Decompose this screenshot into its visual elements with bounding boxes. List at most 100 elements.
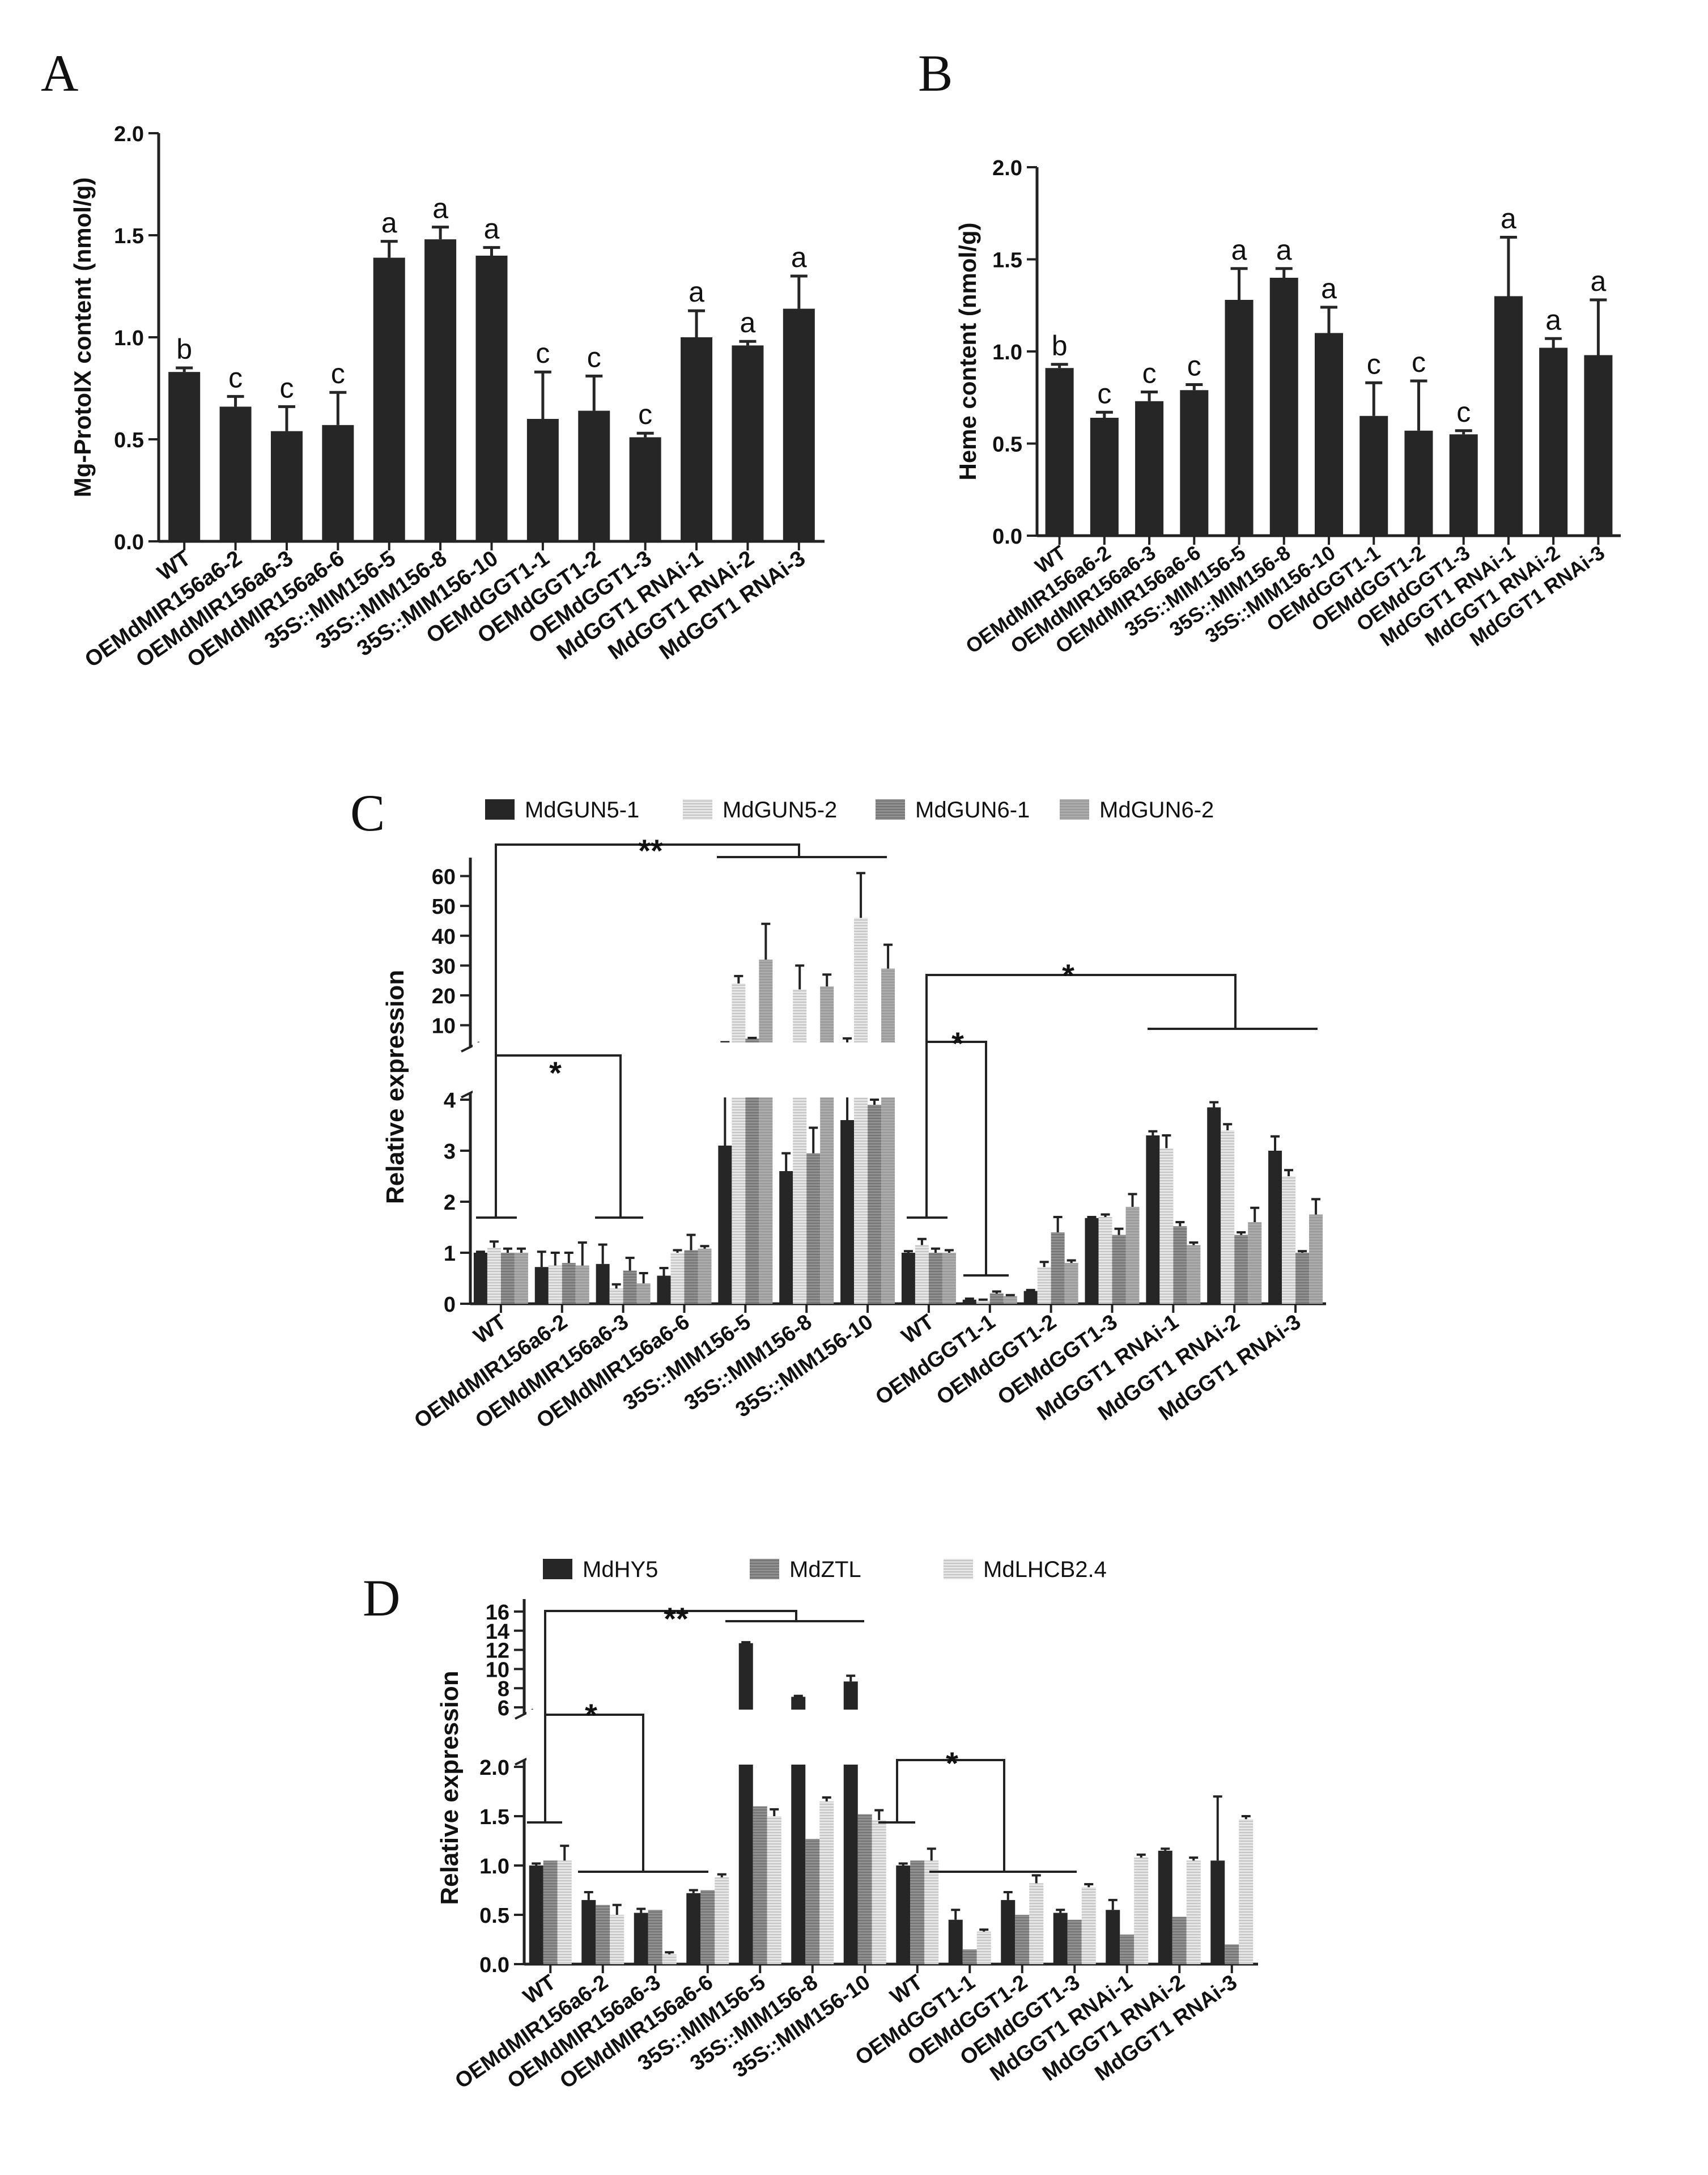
legend-swatch <box>944 1559 973 1579</box>
bar <box>473 1253 487 1304</box>
bar <box>738 1643 753 1964</box>
bar <box>1187 1245 1201 1304</box>
bar <box>881 968 895 1304</box>
bar <box>670 1253 685 1304</box>
bar <box>529 1866 543 1964</box>
significance-marker: * <box>951 1025 964 1061</box>
y-axis-title: Relative expression <box>381 970 409 1204</box>
axis-break-gap <box>526 1710 1260 1765</box>
panel-label-d: D <box>363 1569 400 1627</box>
bar <box>783 308 815 541</box>
bar <box>636 1283 651 1304</box>
bar <box>514 1253 528 1304</box>
chart-d: MdHY5 MdZTL MdLHCB2.4 0.0 0.5 1.0 1.5 2.0 681012… <box>436 1557 1260 2093</box>
bar <box>219 406 252 541</box>
significance-letter: a <box>1321 273 1337 304</box>
bar <box>718 1146 732 1304</box>
y-tick-label: 60 <box>432 866 456 889</box>
bar <box>1037 1267 1051 1304</box>
y-tick-label: 1.5 <box>992 249 1022 273</box>
bar <box>1315 333 1343 536</box>
x-tick-label: WT <box>470 1310 511 1349</box>
bar <box>1186 1860 1201 1964</box>
significance-letter: a <box>432 193 448 224</box>
significance-letter: a <box>791 241 807 273</box>
bar <box>1404 430 1433 536</box>
bar <box>1146 1135 1160 1304</box>
bar <box>910 1860 925 1964</box>
significance-letter: a <box>1501 203 1516 235</box>
bar <box>487 1248 501 1304</box>
bar <box>1067 1919 1082 1964</box>
y-tick-label: 2 <box>444 1191 456 1215</box>
significance-letter: b <box>176 333 192 365</box>
bar <box>1207 1107 1221 1304</box>
bar <box>1210 1860 1225 1964</box>
bar <box>1135 401 1164 536</box>
bar <box>962 1949 977 1964</box>
bar <box>562 1263 576 1304</box>
bar <box>928 1253 942 1304</box>
bar <box>1120 1934 1135 1964</box>
bar <box>1539 347 1568 536</box>
bar <box>942 1253 956 1304</box>
bar <box>1248 1222 1262 1304</box>
bar <box>648 1910 662 1964</box>
bar <box>322 425 354 541</box>
bar <box>1225 300 1254 536</box>
y-tick-label: 6 <box>498 1697 509 1720</box>
bar <box>1045 368 1074 536</box>
significance-bracket <box>495 1054 622 1218</box>
y-tick-label: 0 <box>444 1293 456 1317</box>
bar <box>475 256 508 541</box>
bar <box>753 1806 767 1964</box>
y-tick-label: 30 <box>432 955 456 978</box>
bar <box>1015 1915 1030 1964</box>
bar <box>1023 1291 1038 1304</box>
bar <box>872 1820 886 1964</box>
bar <box>1234 1235 1248 1304</box>
bar <box>840 1120 855 1304</box>
y-tick-label: 1.0 <box>992 341 1022 364</box>
bar <box>610 1915 624 1964</box>
bar <box>543 1860 558 1964</box>
significance-letter: c <box>536 337 550 369</box>
bar <box>924 1860 939 1964</box>
chart-a: 0.0 0.5 1.0 1.5 2.0 Mg-ProtoIX content (nmol/… <box>69 122 825 672</box>
x-tick-label: WT <box>898 1310 938 1349</box>
significance-letter: c <box>638 398 652 430</box>
bar <box>596 1264 610 1304</box>
bar <box>805 1839 820 1964</box>
bar <box>1158 1850 1172 1964</box>
bar <box>609 1288 623 1304</box>
bar <box>581 1900 596 1964</box>
bar <box>732 345 764 541</box>
y-axis-title: Heme content (nmol/g) <box>954 222 981 480</box>
bar <box>901 1253 915 1304</box>
bar <box>686 1893 701 1964</box>
bar <box>662 1954 677 1964</box>
y-tick-label: 12 <box>486 1639 509 1663</box>
bar <box>1269 278 1298 536</box>
bar <box>806 1153 821 1304</box>
y-tick-label: 50 <box>432 895 456 919</box>
bar <box>819 1801 834 1964</box>
bar <box>715 1877 729 1964</box>
bar <box>820 986 834 1304</box>
bar <box>1221 1130 1235 1304</box>
y-tick-label: 0.0 <box>114 531 144 554</box>
significance-letter: c <box>228 362 243 393</box>
y-tick-label: 4 <box>444 1089 456 1113</box>
significance-letter: c <box>1142 358 1157 389</box>
y-axis-title: Relative expression <box>436 1671 464 1905</box>
bar <box>732 983 746 1304</box>
legend-swatch <box>750 1559 779 1579</box>
significance-letter: c <box>587 341 601 373</box>
bar <box>896 1866 911 1964</box>
bar <box>500 1253 515 1304</box>
bar <box>1309 1214 1323 1304</box>
y-tick-label: 8 <box>498 1677 509 1701</box>
significance-bracket <box>544 1714 644 1872</box>
panel-label-b: B <box>918 44 953 102</box>
